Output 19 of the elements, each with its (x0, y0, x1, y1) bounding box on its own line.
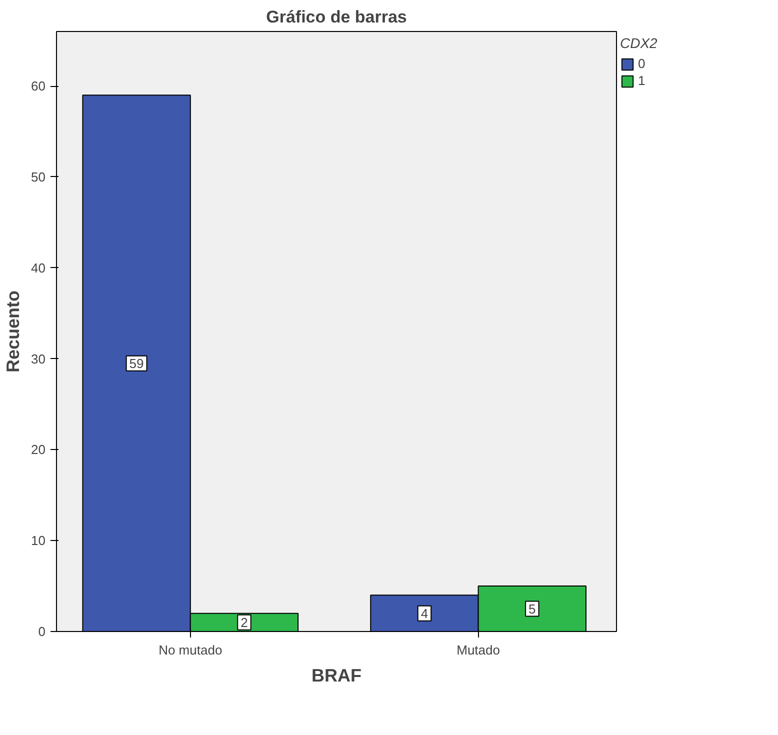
data-label: 5 (528, 601, 536, 616)
data-label: 4 (420, 606, 428, 621)
y-tick-label: 60 (31, 78, 46, 94)
x-tick-label: Mutado (456, 642, 500, 658)
y-tick-label: 0 (38, 624, 46, 639)
y-tick-label: 40 (31, 260, 46, 276)
y-tick-label: 50 (31, 169, 46, 184)
legend-title: CDX2 (620, 35, 658, 51)
y-axis-title: Recuento (3, 290, 24, 373)
y-tick-label: 30 (31, 351, 46, 366)
chart-title: Gráfico de barras (266, 8, 407, 26)
x-tick-label: No mutado (158, 642, 222, 658)
data-label: 2 (240, 614, 248, 630)
y-tick-label: 20 (31, 442, 46, 458)
legend-label: 1 (638, 73, 646, 88)
y-tick-label: 10 (31, 533, 46, 548)
x-axis-title: BRAF (312, 666, 362, 686)
data-label: 59 (129, 356, 144, 371)
legend-label: 0 (638, 56, 646, 71)
